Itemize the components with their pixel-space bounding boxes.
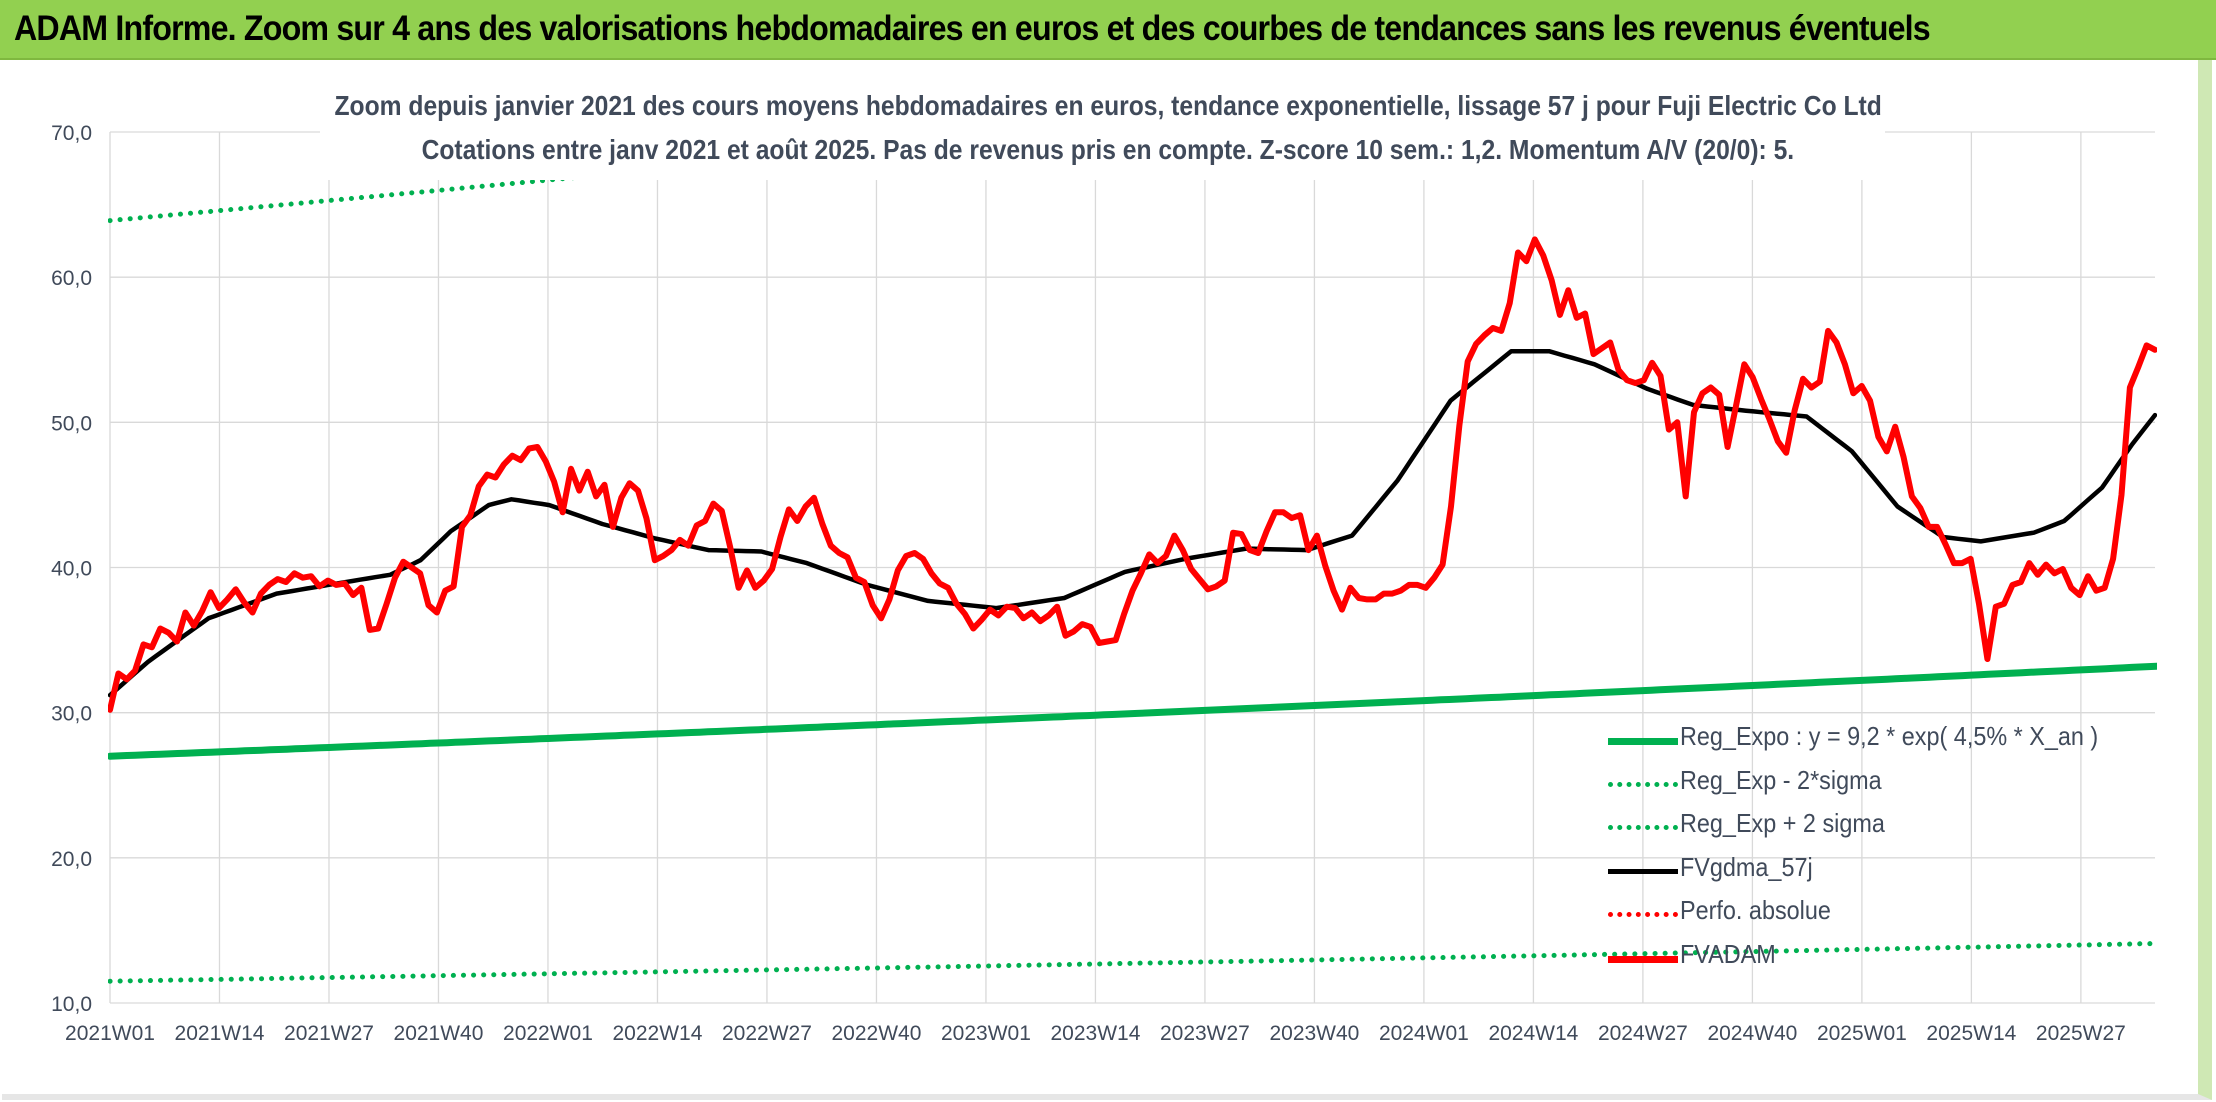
x-tick-label: 2024W27 (1598, 1022, 1688, 1045)
x-tick-label: 2022W14 (613, 1022, 703, 1045)
x-tick-label: 2024W01 (1379, 1022, 1469, 1045)
x-tick-label: 2021W27 (284, 1022, 374, 1045)
chart-frame (2, 60, 2212, 1100)
x-tick-label: 2022W01 (503, 1022, 593, 1045)
x-tick-label: 2023W14 (1050, 1022, 1140, 1045)
x-tick-label: 2023W40 (1269, 1022, 1359, 1045)
legend-label: Reg_Exp - 2*sigma (1680, 764, 1882, 795)
x-tick-label: 2025W14 (1926, 1022, 2016, 1045)
reg-exp-plus-2sigma-line (108, 130, 1092, 224)
chart-title: Zoom depuis janvier 2021 des cours moyen… (334, 90, 1882, 121)
x-tick-label: 2024W14 (1488, 1022, 1578, 1045)
legend-swatch (1608, 825, 1678, 830)
x-tick-label: 2021W40 (394, 1022, 484, 1045)
x-tick-label: 2025W01 (1817, 1022, 1907, 1045)
y-tick-label: 40,0 (51, 558, 92, 581)
legend-item: FVADAM (1600, 936, 2120, 980)
y-tick-label: 60,0 (51, 267, 92, 290)
reg-exp-minus-2sigma-line (108, 941, 2157, 984)
y-tick-label: 20,0 (51, 848, 92, 871)
legend-swatch (1608, 868, 1678, 874)
title-banner: ADAM Informe. Zoom sur 4 ans des valoris… (0, 0, 2216, 60)
y-tick-label: 70,0 (51, 122, 92, 145)
legend-swatch (1608, 781, 1678, 787)
y-tick-label: 30,0 (51, 703, 92, 726)
legend-label: Reg_Exp + 2 sigma (1680, 808, 1885, 838)
x-tick-label: 2021W01 (65, 1022, 155, 1045)
legend-label: Reg_Expo : y = 9,2 * exp( 4,5% * X_an ) (1680, 721, 2099, 751)
chart-title-box (320, 84, 1885, 180)
legend-item: FVgdma_57j (1600, 849, 2120, 893)
y-tick-label: 50,0 (51, 412, 92, 435)
x-tick-label: 2023W27 (1160, 1022, 1250, 1045)
legend-item: Reg_Expo : y = 9,2 * exp( 4,5% * X_an ) (1600, 718, 2120, 762)
reg-expo-line (108, 662, 2157, 760)
x-tick-label: 2023W01 (941, 1022, 1031, 1045)
x-tick-label: 2022W40 (832, 1022, 922, 1045)
banner-title: ADAM Informe. Zoom sur 4 ans des valoris… (14, 9, 1931, 48)
x-tick-label: 2022W27 (722, 1022, 812, 1045)
legend-label: Perfo. absolue (1680, 895, 1831, 925)
legend-swatch (1608, 912, 1678, 917)
legend-item: Reg_Exp + 2 sigma (1600, 805, 2120, 849)
legend-item: Reg_Exp - 2*sigma (1600, 762, 2120, 806)
legend-swatch (1608, 955, 1678, 963)
legend-label: FVgdma_57j (1680, 851, 1813, 882)
legend-item: Perfo. absolue (1600, 892, 2120, 936)
fvgdma-57j-line (108, 348, 2157, 698)
chart-legend: Reg_Expo : y = 9,2 * exp( 4,5% * X_an ) R… (1600, 718, 2120, 979)
chart-subtitle: Cotations entre janv 2021 et août 2025. … (421, 134, 1795, 165)
legend-label: FVADAM (1680, 938, 1776, 969)
x-tick-label: 2021W14 (175, 1022, 265, 1045)
y-tick-label: 10,0 (51, 993, 92, 1016)
fvadam-line (108, 236, 2157, 713)
x-tick-label: 2024W40 (1707, 1022, 1797, 1045)
legend-swatch (1608, 738, 1678, 745)
x-tick-label: 2025W27 (2036, 1022, 2126, 1045)
